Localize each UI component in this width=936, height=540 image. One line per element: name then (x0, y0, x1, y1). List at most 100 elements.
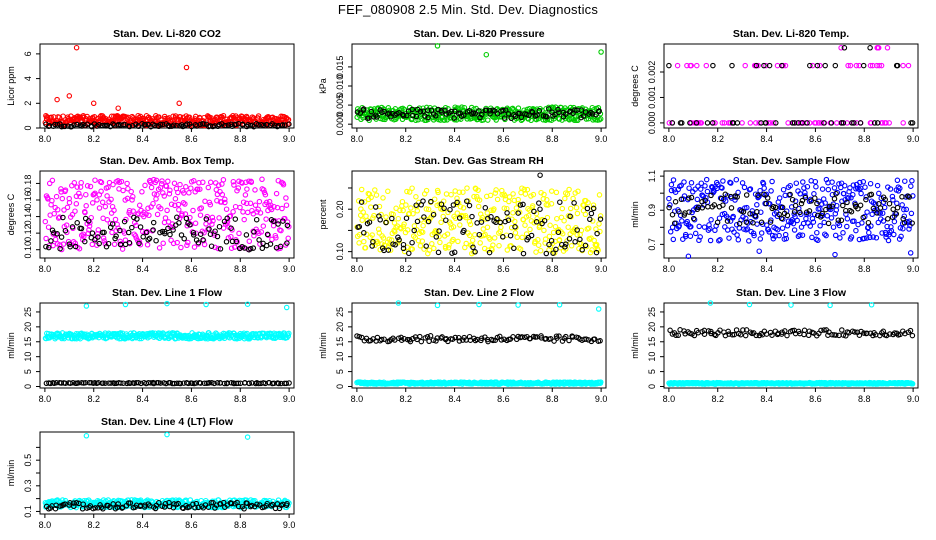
data-point (205, 184, 212, 191)
data-point (476, 231, 483, 238)
data-point (897, 331, 903, 338)
data-point (426, 247, 433, 253)
data-point (186, 114, 193, 121)
data-point (241, 216, 247, 223)
data-point (867, 45, 873, 51)
data-point (419, 229, 426, 235)
data-point (67, 380, 74, 386)
data-point (406, 210, 413, 217)
y-tick-label: 10 (335, 352, 345, 362)
data-point (557, 199, 563, 205)
data-point (85, 218, 92, 224)
data-point (420, 222, 426, 229)
data-point (535, 242, 542, 248)
data-point (209, 214, 216, 221)
data-point (855, 205, 861, 212)
data-point (228, 225, 234, 231)
data-point (174, 239, 180, 246)
data-point (704, 188, 711, 195)
data-point (423, 187, 430, 194)
data-point (505, 217, 512, 223)
data-point (896, 236, 903, 242)
data-point (900, 62, 906, 69)
data-point (434, 43, 441, 49)
data-point (903, 206, 910, 213)
data-point (701, 224, 708, 230)
data-point (909, 332, 916, 339)
data-point (772, 204, 779, 211)
data-point (859, 220, 865, 226)
data-point (255, 113, 262, 119)
data-point (710, 62, 716, 69)
data-point (431, 245, 437, 252)
plot-title: Stan. Dev. Sample Flow (732, 155, 850, 167)
data-point (454, 210, 461, 216)
x-tick-label: 8.4 (760, 264, 773, 274)
data-point (756, 193, 762, 199)
data-point (369, 232, 375, 238)
y-axis-label: ml/min (6, 460, 16, 487)
data-point (117, 227, 123, 234)
data-point (441, 205, 447, 212)
data-points (666, 300, 916, 387)
data-point (264, 231, 271, 238)
data-point (54, 121, 61, 128)
data-point (868, 302, 875, 308)
data-point (774, 226, 781, 233)
data-point (370, 238, 376, 245)
data-point (434, 302, 441, 309)
x-tick-label: 8.2 (87, 264, 100, 274)
data-point (43, 243, 49, 250)
data-point (692, 186, 698, 192)
data-point (688, 180, 695, 186)
data-point (425, 206, 432, 213)
y-axis-label: kPa (318, 78, 328, 94)
data-point (418, 338, 425, 345)
data-point (284, 219, 291, 225)
data-point (392, 242, 398, 248)
data-point (746, 238, 752, 244)
data-point (498, 224, 504, 231)
data-point (397, 207, 403, 214)
data-point (540, 113, 547, 119)
data-point (790, 220, 797, 227)
data-point (787, 182, 793, 189)
data-point (57, 245, 63, 252)
data-point (383, 214, 389, 220)
data-point (756, 120, 762, 126)
data-point (270, 222, 277, 229)
data-point (506, 198, 512, 205)
data-point (897, 185, 903, 192)
data-point (425, 218, 432, 225)
data-point (183, 64, 190, 71)
data-point (814, 229, 820, 236)
data-point (867, 62, 874, 69)
data-point (529, 109, 536, 116)
data-point (791, 209, 798, 215)
x-tick-label: 8.8 (546, 264, 559, 274)
plot-title: Stan. Dev. Line 1 Flow (112, 287, 223, 299)
data-point (699, 205, 706, 211)
data-point (685, 253, 692, 260)
data-point (404, 112, 410, 119)
data-point (89, 230, 96, 236)
x-tick-label: 8.4 (136, 394, 149, 404)
data-point (590, 202, 597, 208)
data-point (836, 222, 843, 229)
data-point (667, 202, 673, 208)
data-point (153, 177, 160, 184)
data-point (146, 235, 153, 242)
data-point (67, 500, 73, 506)
data-point (89, 241, 96, 248)
plot-frame (663, 302, 919, 389)
x-tick-label: 9.0 (283, 394, 296, 404)
data-point (456, 338, 463, 344)
data-point (807, 62, 813, 69)
data-point (722, 198, 729, 204)
data-point (414, 218, 421, 225)
data-point (372, 204, 379, 210)
data-point (73, 201, 80, 207)
data-point (711, 188, 717, 195)
y-tick-label: 6 (23, 51, 33, 56)
